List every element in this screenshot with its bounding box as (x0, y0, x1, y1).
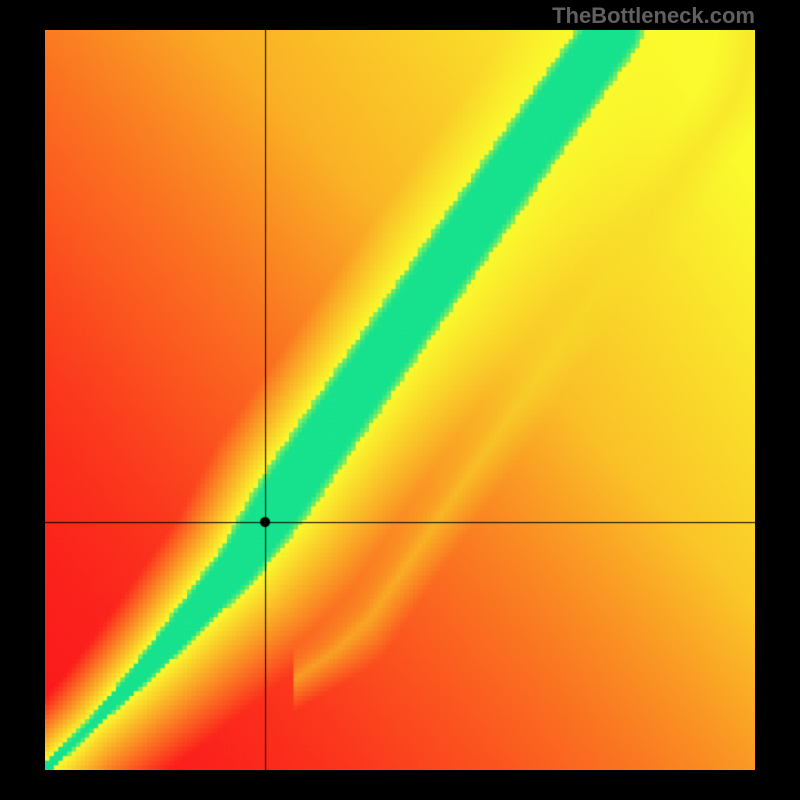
heatmap-plot (45, 30, 755, 770)
chart-container: TheBottleneck.com (0, 0, 800, 800)
heatmap-canvas (45, 30, 755, 770)
watermark-text: TheBottleneck.com (552, 3, 755, 29)
